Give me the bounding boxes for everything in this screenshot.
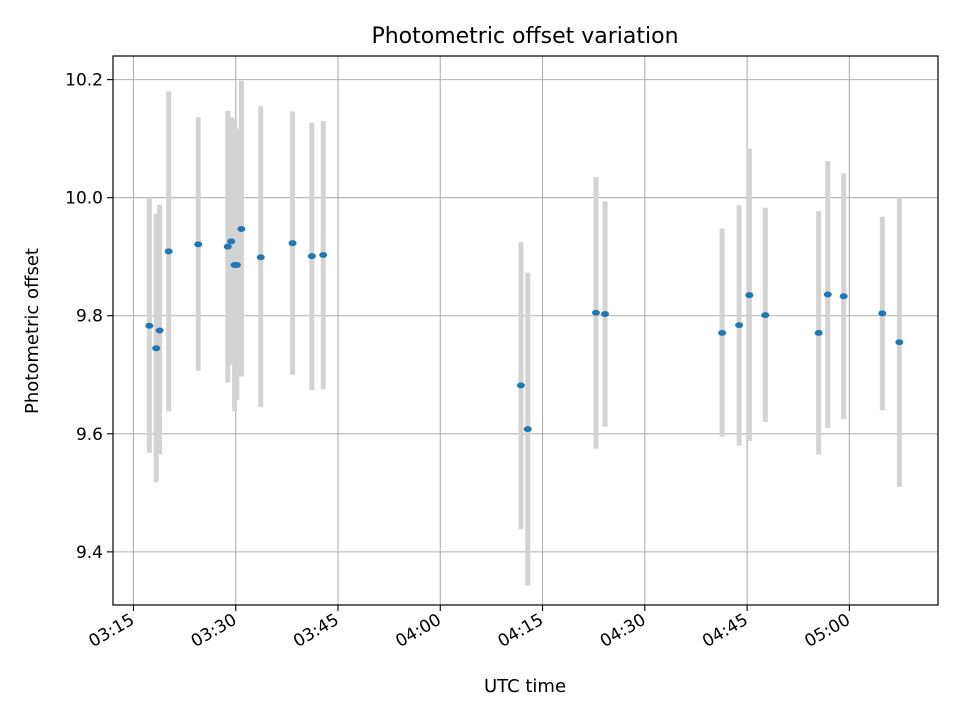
y-tick-label: 10.2	[65, 71, 103, 91]
data-point	[319, 251, 328, 258]
data-point	[155, 327, 164, 334]
data-point	[145, 322, 154, 329]
data-point	[256, 254, 265, 261]
x-axis-label: UTC time	[484, 676, 566, 697]
data-points	[145, 225, 904, 433]
data-point	[745, 292, 754, 299]
y-axis-label: Photometric offset	[22, 248, 43, 414]
data-point	[823, 291, 832, 298]
data-point	[523, 426, 532, 433]
data-point	[307, 253, 316, 260]
data-point	[601, 310, 610, 317]
data-point	[718, 329, 727, 336]
data-point	[839, 293, 848, 300]
data-point	[232, 261, 241, 268]
y-tick-label: 9.6	[76, 425, 103, 445]
data-point	[288, 240, 297, 247]
data-point	[814, 329, 823, 336]
data-point	[516, 382, 525, 389]
data-point	[223, 243, 232, 250]
data-point	[152, 345, 161, 352]
chart-title: Photometric offset variation	[371, 24, 678, 49]
data-point	[735, 322, 744, 329]
plot-frame	[112, 55, 939, 606]
data-point	[878, 310, 887, 317]
data-point	[164, 248, 173, 255]
data-point	[591, 309, 600, 316]
y-tick-label: 10.0	[65, 189, 103, 209]
data-point	[895, 339, 904, 346]
data-point	[227, 238, 236, 245]
data-point	[761, 312, 770, 319]
data-point	[237, 225, 246, 232]
y-tick-label: 9.8	[76, 307, 103, 327]
data-point	[194, 241, 203, 248]
y-tick-label: 9.4	[76, 543, 103, 563]
